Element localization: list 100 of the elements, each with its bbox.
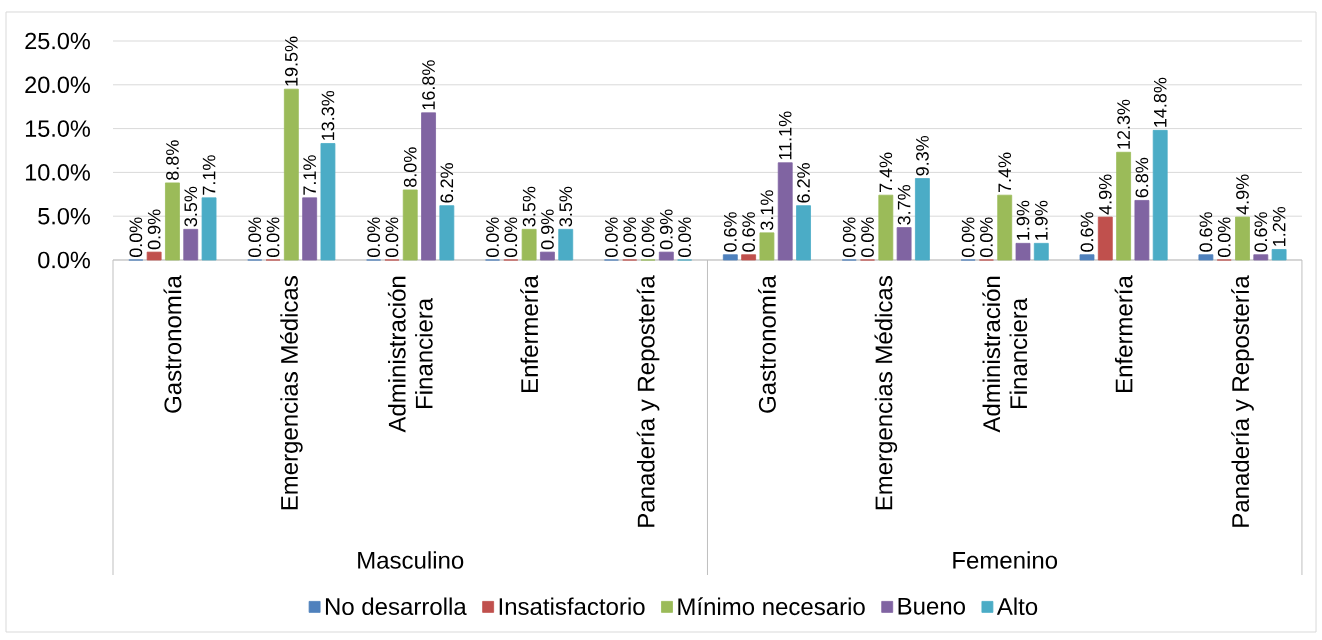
bar [146,251,162,261]
data-label: 0.0% [861,217,874,258]
bar [421,112,436,261]
data-label: 6.8% [1135,157,1149,198]
data-label: 16.8% [422,60,435,110]
x-tick-label: Panadería y Repostería [1231,275,1254,527]
data-label: 4.9% [1236,174,1249,215]
data-label: 1.2% [1272,206,1286,246]
x-tick-label: Emergencias Médicas [874,276,898,510]
data-label: 0.0% [842,217,856,258]
data-label: 0.0% [486,217,499,258]
data-label: 0.6% [1254,212,1268,252]
bar [201,197,217,261]
data-label: 0.9% [541,209,554,250]
y-tick-label: 5.0% [38,207,90,225]
bar [1015,242,1031,261]
legend-label: Bueno [898,597,965,615]
bar [796,205,811,261]
bar [1134,200,1150,261]
x-tick-label: Panadería y Repostería [636,275,660,527]
data-label: 1.9% [1034,200,1048,240]
x-tick-label: Emergencias Médicas [280,276,303,510]
data-label: 7.1% [303,155,316,195]
data-label: 3.7% [897,185,911,225]
legend-label: Mínimo necesario [678,597,865,616]
bar [777,162,793,261]
bar [521,228,537,261]
bar [1235,216,1250,261]
data-label: 9.3% [916,135,929,176]
legend-label: Alto [996,597,1038,616]
bar [402,189,418,261]
data-label: 14.8% [1153,77,1167,127]
data-label: 3.5% [559,186,573,227]
bar [165,182,180,261]
data-label: 0.0% [504,217,518,258]
bar [183,228,199,261]
data-label: 0.6% [723,212,737,252]
data-label: 3.5% [184,186,198,227]
x-tick-label: Enfermería [520,275,539,392]
data-label: 0.6% [1199,212,1213,252]
bar [1152,129,1168,261]
data-label: 0.6% [742,212,755,252]
bar [896,227,912,261]
data-label: 6.2% [440,163,454,203]
bar [878,194,894,261]
data-label: 7.4% [879,152,893,193]
bar [759,232,775,261]
bar [540,251,555,261]
x-tick-label: Administración Financiera [982,276,1028,433]
bar [722,254,738,261]
data-label: 0.0% [385,217,399,258]
legend-label: No desarrolla [325,597,467,616]
data-label: 0.0% [129,217,143,258]
bar [1271,249,1287,261]
data-label: 3.5% [522,186,536,227]
bar [658,251,674,261]
bar [1033,242,1049,261]
text: Femenino [953,551,1058,569]
bar [283,88,299,261]
data-label: 7.1% [202,155,216,195]
data-label: 8.8% [166,140,179,180]
data-label: 13.3% [321,90,335,140]
data-label: 7.4% [998,152,1012,193]
data-label: 12.3% [1117,99,1130,149]
text: Masculino [358,551,464,569]
bar [1253,254,1269,261]
legend-label: Insatisfactorio [499,597,645,616]
bar [439,205,455,261]
data-label: 0.9% [659,209,673,250]
x-tick-label: Gastronomía [163,275,182,413]
y-tick-label: 15.0% [25,120,90,137]
data-label: 0.0% [961,217,975,258]
bar [320,143,336,261]
x-tick-label: Enfermería [1114,275,1133,392]
y-tick-label: 0.0% [38,251,90,269]
data-label: 19.5% [284,36,298,86]
data-label: 11.1% [778,111,792,160]
data-label: 0.0% [605,217,618,258]
data-label: 0.9% [147,209,161,250]
data-label: 0.0% [623,217,637,258]
bar [1116,151,1132,261]
bar [302,197,318,261]
data-label: 8.0% [403,147,417,187]
y-tick-label: 10.0% [25,164,90,181]
data-label: 0.0% [980,217,993,258]
bar [997,194,1013,261]
data-label: 1.9% [1016,200,1030,240]
data-label: 0.0% [248,217,262,258]
data-label: 3.1% [760,190,774,230]
data-label: 0.0% [641,217,655,258]
data-label: 0.0% [678,217,691,258]
bar [1079,254,1095,261]
bar [1198,254,1214,261]
data-label: 4.9% [1098,174,1112,215]
data-label: 0.0% [266,217,280,258]
data-label: 0.0% [367,217,380,258]
bar [1097,216,1113,261]
data-label: 0.0% [1217,217,1231,258]
data-label: 6.2% [797,163,810,203]
x-tick-label: Gastronomía [757,275,776,413]
